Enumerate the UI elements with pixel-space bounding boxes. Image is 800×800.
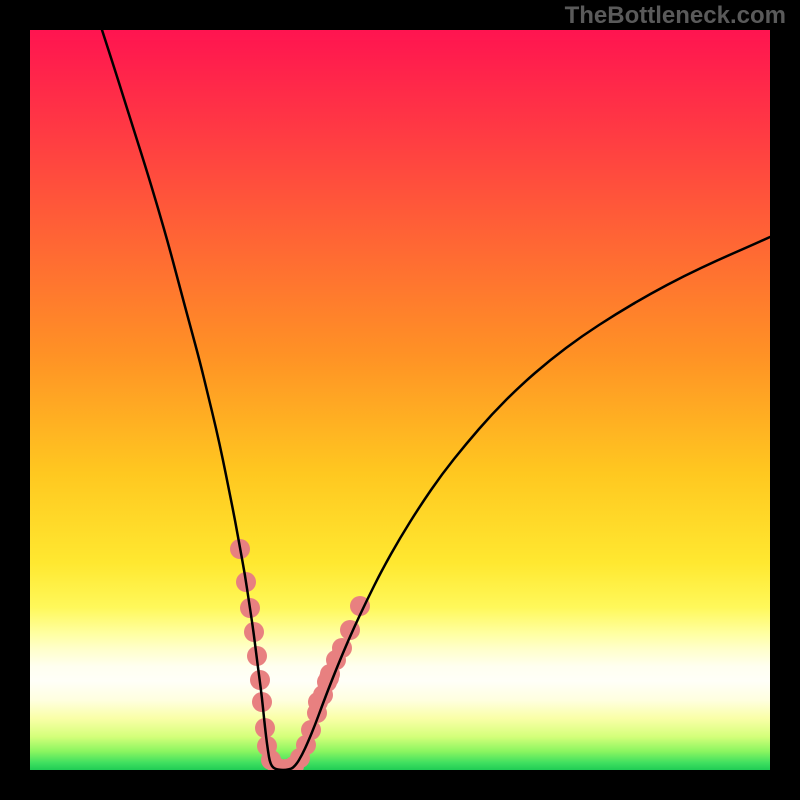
- plot-area: [30, 30, 770, 770]
- curve-right: [282, 237, 770, 770]
- chart-svg: [30, 30, 770, 770]
- chart-frame: TheBottleneck.com: [0, 0, 800, 800]
- watermark-text: TheBottleneck.com: [565, 2, 786, 30]
